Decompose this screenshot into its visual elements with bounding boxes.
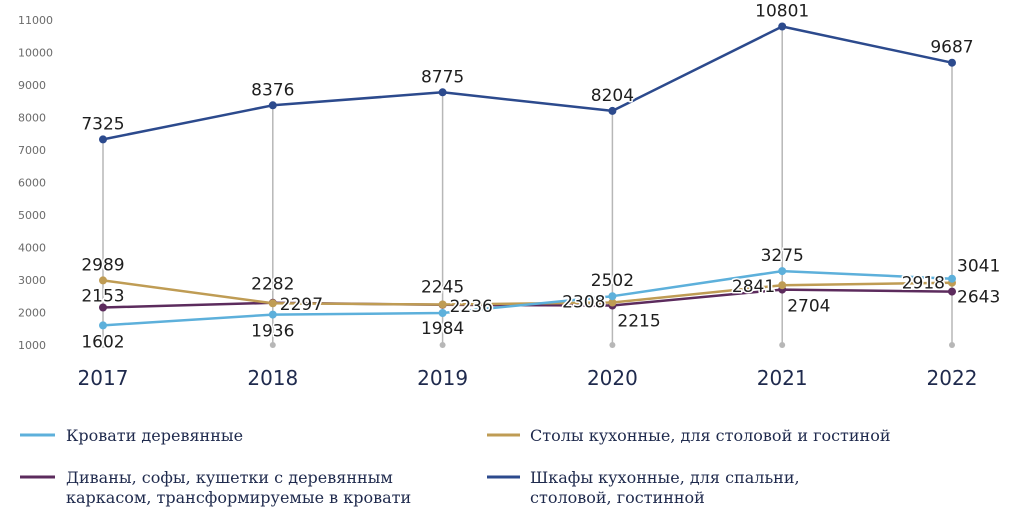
legend-item: Кровати деревянные bbox=[20, 426, 243, 445]
series-group bbox=[99, 22, 956, 330]
data-point bbox=[778, 22, 787, 31]
data-point bbox=[438, 300, 447, 309]
data-point bbox=[608, 298, 617, 307]
legend-item: Диваны, софы, кушетки с деревянным карка… bbox=[20, 468, 411, 507]
y-tick-label: 8000 bbox=[18, 112, 46, 125]
drop-line-dot bbox=[609, 342, 616, 348]
data-point bbox=[948, 58, 956, 67]
data-point bbox=[99, 135, 107, 144]
data-label: 10801 bbox=[755, 2, 809, 22]
series-0 bbox=[99, 267, 956, 330]
legend-label: Шкафы кухонные, для спальни, столовой, г… bbox=[530, 468, 805, 507]
legend-label-line: столовой, гостинной bbox=[530, 488, 705, 507]
data-point bbox=[438, 88, 447, 97]
data-point bbox=[99, 303, 107, 312]
data-label: 1936 bbox=[251, 322, 294, 342]
legend-label: Кровати деревянные bbox=[66, 426, 243, 445]
data-point bbox=[99, 276, 107, 285]
y-tick-label: 11000 bbox=[18, 14, 53, 27]
legend-label-line: Шкафы кухонные, для спальни, bbox=[530, 468, 805, 487]
drop-line-dot bbox=[949, 342, 955, 348]
series-line bbox=[101, 25, 954, 141]
legend-label: Столы кухонные, для столовой и гостиной bbox=[530, 426, 891, 445]
data-label: 8204 bbox=[591, 86, 634, 106]
data-label: 2918 bbox=[902, 274, 945, 294]
data-label: 2215 bbox=[617, 312, 660, 332]
data-label: 2236 bbox=[450, 297, 493, 317]
x-tick-label: 2018 bbox=[247, 366, 298, 390]
data-label: 2643 bbox=[957, 288, 1000, 308]
x-tick-label: 2020 bbox=[587, 366, 638, 390]
drop-line-dot bbox=[439, 342, 446, 348]
data-label: 8376 bbox=[251, 80, 294, 100]
data-label: 2245 bbox=[421, 278, 464, 298]
data-label: 9687 bbox=[930, 38, 973, 58]
y-axis: 1000 2000 3000 4000 5000 6000 7000 8000 9000 1000… bbox=[18, 14, 53, 352]
data-point bbox=[268, 299, 277, 308]
x-axis: 2017 2018 2019 2020 2021 2022 bbox=[78, 366, 978, 390]
y-tick-label: 4000 bbox=[18, 242, 46, 255]
legend: Кровати деревянные Столы кухонные, для ст… bbox=[20, 426, 891, 507]
y-tick-label: 2000 bbox=[18, 307, 46, 320]
y-tick-label: 9000 bbox=[18, 79, 46, 92]
data-label: 2308 bbox=[562, 293, 605, 313]
data-label: 3275 bbox=[761, 246, 804, 266]
legend-label-line: Диваны, софы, кушетки с деревянным bbox=[66, 468, 398, 487]
data-point bbox=[268, 310, 277, 319]
data-label: 2153 bbox=[81, 287, 124, 307]
data-point bbox=[608, 292, 617, 301]
y-tick-label: 3000 bbox=[18, 274, 46, 287]
x-tick-label: 2019 bbox=[417, 366, 468, 390]
y-tick-label: 7000 bbox=[18, 144, 46, 157]
data-point bbox=[948, 287, 956, 296]
legend-label-line: Кровати деревянные bbox=[66, 426, 243, 445]
x-tick-label: 2017 bbox=[78, 366, 129, 390]
data-label: 2297 bbox=[280, 295, 323, 315]
data-point bbox=[948, 274, 956, 283]
data-label: 2704 bbox=[787, 297, 830, 317]
data-point bbox=[99, 321, 107, 330]
y-tick-label: 6000 bbox=[18, 177, 46, 190]
data-label: 1984 bbox=[421, 319, 464, 339]
legend-label-line: каркасом, трансформируемые в кровати bbox=[66, 488, 411, 507]
series-line bbox=[101, 269, 954, 327]
data-label: 2989 bbox=[81, 255, 124, 275]
data-point bbox=[778, 267, 787, 276]
data-label: 2502 bbox=[591, 271, 634, 291]
data-label: 2282 bbox=[251, 274, 294, 294]
data-point bbox=[608, 106, 617, 115]
drop-line-dot bbox=[100, 342, 106, 348]
legend-item: Шкафы кухонные, для спальни, столовой, г… bbox=[487, 468, 805, 507]
x-tick-label: 2021 bbox=[757, 366, 808, 390]
legend-label: Диваны, софы, кушетки с деревянным карка… bbox=[66, 468, 411, 507]
data-label: 8775 bbox=[421, 67, 464, 87]
data-labels: 2153 2297 2236 2215 2704 2643 2989 2282 2245 2308… bbox=[80, 0, 1002, 354]
data-label: 2841 bbox=[732, 277, 775, 297]
x-tick-label: 2022 bbox=[927, 366, 978, 390]
data-point bbox=[268, 101, 277, 110]
y-tick-label: 10000 bbox=[18, 47, 53, 60]
legend-label-line: Столы кухонные, для столовой и гостиной bbox=[530, 426, 891, 445]
series-3 bbox=[99, 22, 956, 144]
data-point bbox=[778, 281, 787, 290]
data-label: 7325 bbox=[81, 114, 124, 134]
drop-line-dot bbox=[269, 342, 276, 348]
legend-item: Столы кухонные, для столовой и гостиной bbox=[487, 426, 891, 445]
y-tick-label: 1000 bbox=[18, 339, 46, 352]
drop-line-dot bbox=[779, 342, 786, 348]
y-tick-label: 5000 bbox=[18, 209, 46, 222]
data-label: 3041 bbox=[957, 257, 1000, 277]
data-point bbox=[438, 309, 447, 317]
data-label: 1602 bbox=[81, 332, 124, 352]
